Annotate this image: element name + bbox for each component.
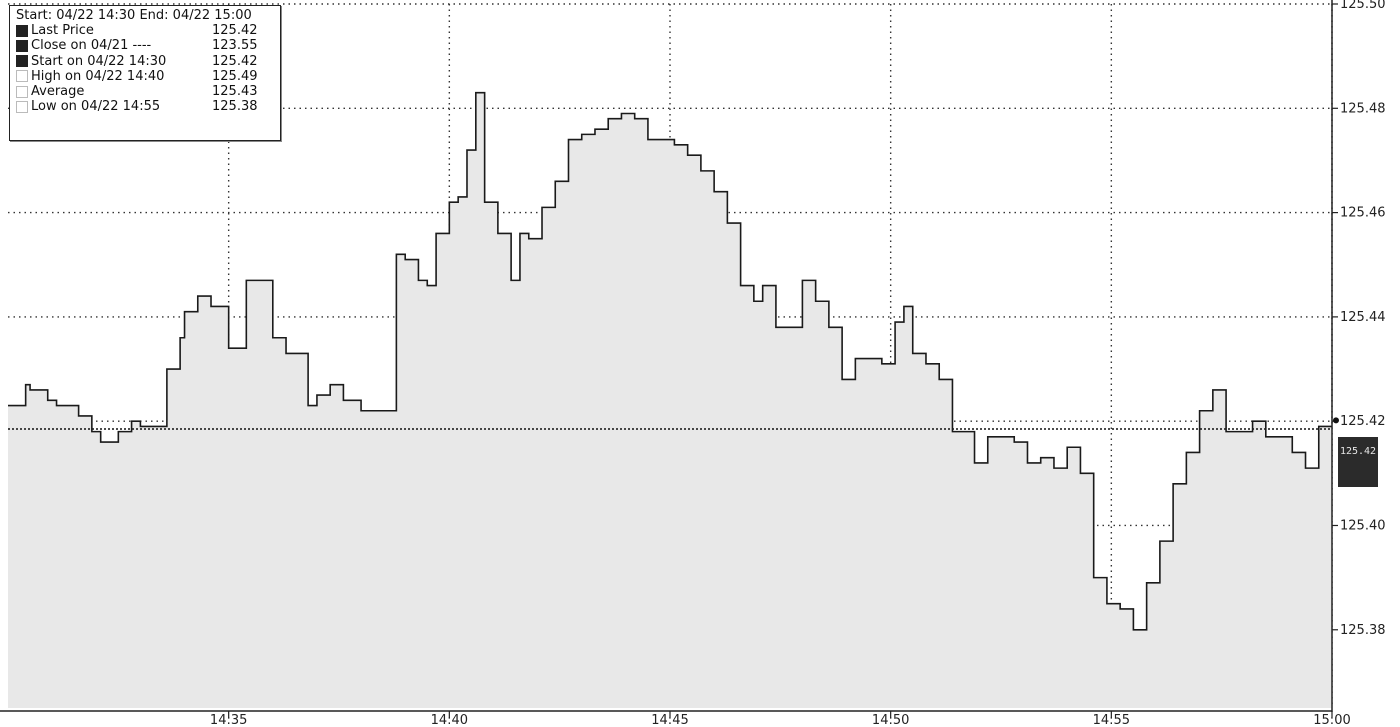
legend-item: Last Price 125.42 [16, 23, 274, 38]
legend-swatch [16, 40, 28, 52]
x-tick-label: 14:35 [210, 713, 247, 727]
y-tick-label: 125.50 [1340, 0, 1386, 12]
legend-value: 125.42 [212, 53, 258, 69]
y-tick-label: 125.46 [1340, 206, 1386, 221]
legend-value: 125.38 [212, 99, 258, 115]
legend-label: Average [31, 84, 85, 100]
y-tick-label: 125.44 [1340, 310, 1386, 325]
legend-item: Close on 04/21 ---- 123.55 [16, 38, 274, 53]
legend-item: Start on 04/22 14:30 125.42 [16, 54, 274, 69]
legend-label: Low on 04/22 14:55 [31, 99, 161, 115]
series-line-last-price [8, 91, 1332, 631]
last-price-marker [1333, 417, 1339, 424]
y-tick-label: 125.42 [1340, 414, 1386, 429]
y-tick-label: 125.48 [1340, 101, 1386, 116]
y-tick-label: 125.38 [1340, 623, 1386, 638]
legend-swatch [16, 100, 28, 113]
y-tick-label: 125.40 [1340, 518, 1386, 533]
legend-swatch [16, 85, 28, 98]
legend-header: Start: 04/22 14:30 End: 04/22 15:00 [16, 8, 252, 23]
last-price-tag: 125.42 [1338, 437, 1378, 487]
x-tick-label: 15:00 [1313, 713, 1350, 727]
x-tick-label: 14:40 [431, 713, 468, 727]
legend-label: Last Price [31, 23, 94, 39]
legend-value: 125.42 [212, 23, 258, 39]
legend-label: Close on 04/21 ---- [31, 38, 152, 54]
legend-label: Start on 04/22 14:30 [31, 53, 167, 69]
legend-item: Average 125.43 [16, 84, 274, 99]
series-area-last-price [8, 92, 1332, 708]
legend-value: 125.43 [212, 84, 258, 100]
last-price-tag-value: 125.42 [1339, 446, 1377, 457]
legend-swatch [16, 70, 28, 83]
legend-item: Low on 04/22 14:55 125.38 [16, 99, 274, 114]
x-tick-label: 14:50 [872, 713, 909, 727]
legend-swatch [16, 24, 28, 37]
legend-value: 123.55 [212, 38, 258, 54]
legend-value: 125.49 [212, 68, 258, 84]
legend-item: High on 04/22 14:40 125.49 [16, 69, 274, 84]
x-tick-label: 14:45 [651, 713, 688, 727]
x-axis-ticks: 14:35 14:40 14:45 14:50 14:55 15:00 [210, 711, 1351, 727]
x-tick-label: 14:55 [1093, 713, 1130, 727]
legend-swatch [16, 55, 28, 68]
legend: Start: 04/22 14:30 End: 04/22 15:00 Last… [9, 5, 281, 141]
y-axis-ticks: 125.50 125.48 125.46 125.44 125.42 125.40 125.… [1332, 0, 1386, 638]
legend-label: High on 04/22 14:40 [31, 68, 165, 84]
